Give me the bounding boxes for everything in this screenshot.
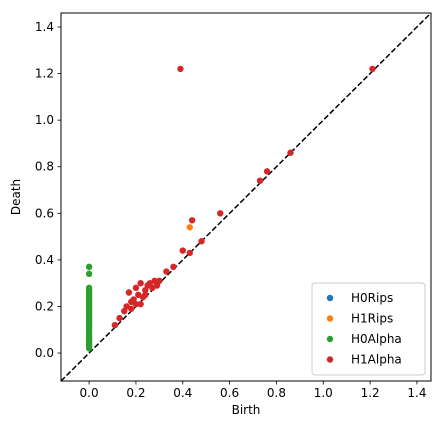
- x-tick-label-7: 1.4: [407, 386, 426, 400]
- point-h1alpha-5: [217, 210, 224, 217]
- y-tick-label-4: 0.8: [35, 160, 54, 174]
- point-h1alpha-2: [287, 149, 294, 156]
- diagonal-line: [61, 13, 431, 381]
- point-h1alpha-16: [137, 279, 144, 287]
- point-h1alpha-33: [128, 305, 135, 312]
- point-h1alpha-18: [132, 284, 140, 292]
- point-h1alpha-17: [142, 286, 149, 294]
- legend-label-h1alpha: H1Alpha: [351, 353, 402, 367]
- y-tick-label-3: 0.6: [35, 206, 54, 220]
- legend-marker-h0alpha: [326, 335, 334, 343]
- axis-ticks: 0.0 0.0 0.2 0.2 0.4 0.4 0.6 0.6 0.8 0.8 1.0 1.0 1.2 1…: [35, 20, 427, 400]
- point-h1alpha-1: [369, 65, 376, 73]
- legend-marker-h1rips: [326, 315, 334, 322]
- y-axis-label: Death: [9, 179, 23, 215]
- x-tick-label-3: 0.6: [220, 386, 239, 400]
- x-tick-label-4: 0.8: [267, 386, 286, 400]
- point-h1alpha-11: [163, 268, 170, 275]
- x-tick-label-6: 1.2: [361, 386, 380, 400]
- legend-marker-h1alpha: [326, 356, 334, 363]
- point-h1alpha-19: [125, 289, 133, 296]
- point-h1alpha-31: [153, 282, 161, 289]
- point-h1alpha-32: [132, 300, 140, 308]
- y-tick-label-6: 1.2: [35, 67, 54, 81]
- point-h0alpha-26: [85, 284, 93, 292]
- legend: H0Rips H1Rips H0Alpha H1Alpha: [311, 282, 426, 376]
- point-h1alpha-4: [256, 177, 264, 184]
- point-h1alpha-24: [137, 300, 144, 308]
- point-h1alpha-8: [179, 247, 186, 254]
- point-h1alpha-25: [142, 291, 149, 299]
- x-tick-label-1: 0.2: [126, 386, 145, 400]
- point-h1rips-0: [186, 224, 193, 231]
- y-tick-label-5: 1.0: [35, 113, 54, 127]
- y-tick-label-7: 1.4: [35, 20, 54, 34]
- plot-marks: [61, 13, 431, 381]
- legend-label-h0alpha: H0Alpha: [351, 332, 402, 346]
- point-h1alpha-28: [116, 314, 123, 322]
- legend-label-h0rips: H0Rips: [351, 291, 393, 305]
- x-tick-label-0: 0.0: [80, 386, 99, 400]
- point-h1alpha-9: [186, 249, 193, 257]
- y-tick-label-0: 0.0: [35, 346, 54, 360]
- legend-box: [311, 282, 426, 376]
- point-h1alpha-7: [198, 238, 205, 245]
- x-tick-label-5: 1.0: [314, 386, 333, 400]
- legend-marker-h0rips: [326, 294, 334, 302]
- y-tick-label-1: 0.2: [35, 299, 54, 313]
- point-h1alpha-6: [188, 217, 196, 224]
- point-h1alpha-10: [170, 263, 177, 271]
- x-axis-label: Birth: [232, 403, 261, 417]
- point-h0alpha-27: [85, 270, 93, 278]
- y-tick-label-2: 0.4: [35, 253, 54, 267]
- point-h0alpha-28: [85, 263, 93, 271]
- legend-label-h1rips: H1Rips: [351, 312, 393, 326]
- point-h1alpha-3: [263, 168, 271, 175]
- plot-frame: [60, 12, 432, 382]
- point-h1alpha-0: [177, 65, 184, 73]
- point-h1alpha-29: [111, 321, 119, 329]
- x-tick-label-2: 0.4: [173, 386, 192, 400]
